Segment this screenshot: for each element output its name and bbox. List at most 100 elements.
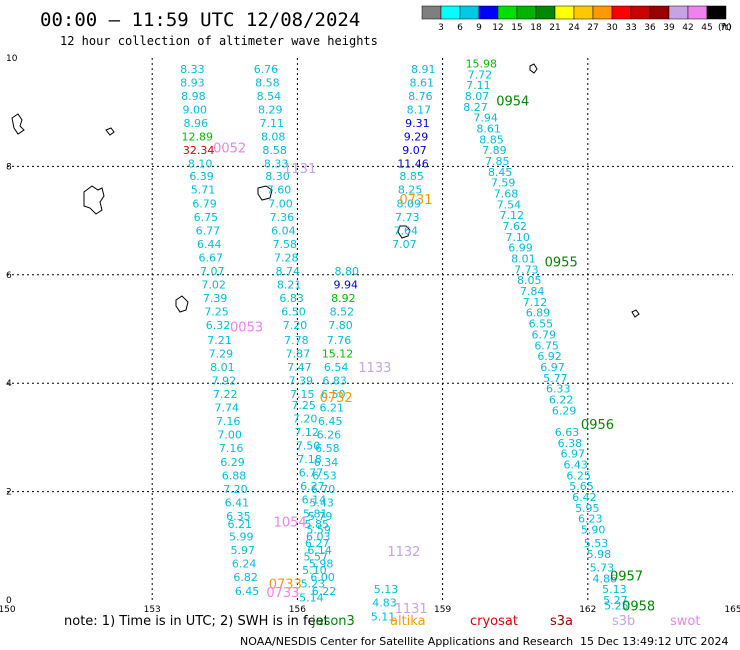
data-value-label: 8.58 [255,76,280,89]
data-value-label: 6.75 [194,211,219,224]
data-value-label: 7.47 [287,361,312,374]
data-value-label: 7.92 [212,374,237,387]
data-value-label: 5.53 [584,537,609,550]
data-value-label: 5.43 [309,496,334,509]
island-outline [83,185,105,215]
data-value-label: 6.29 [552,404,577,417]
data-value-label: 6.53 [312,469,337,482]
data-value-label: 7.73 [514,263,539,276]
data-value-label: 5.10 [302,564,327,577]
data-value-label: 5.79 [308,510,333,523]
y-tick-label: 4 [6,379,12,389]
colorbar-legend: 3 6 9 12 15 18 21 24 27 30 33 36 39 42 45 70(ft) [421,5,732,33]
colorbar-swatch [440,5,461,20]
x-tick-label: 150 [0,605,16,615]
data-value-label: 5.59 [306,524,331,537]
colorbar-label: 6 [457,23,463,33]
satellite-legend-item: jason3 [311,614,355,629]
data-value-label: 6.97 [540,361,565,374]
data-value-label: 9.00 [183,103,208,116]
data-value-label: 7.25 [204,306,229,319]
grid-lines [7,58,733,600]
data-value-label: 6.45 [235,585,260,598]
data-value-label: 9.94 [334,279,359,292]
colorbar-swatch [459,5,480,20]
y-tick-label: 10 [6,54,18,64]
colorbar-swatch [687,5,708,20]
chart-subtitle: 12 hour collection of altimeter wave hei… [60,34,378,48]
data-value-label: 7.28 [274,251,299,264]
data-value-label: 5.98 [309,558,334,571]
data-value-label: 11.46 [397,158,429,171]
data-value-label: 5.73 [590,561,615,574]
pass-id-label: 0733 [266,586,299,601]
data-value-label: 7.21 [207,334,232,347]
data-value-label: 6.50 [281,306,306,319]
data-value-label: 7.15 [290,388,315,401]
data-value-label: 9.29 [404,131,429,144]
data-value-label: 5.95 [575,502,600,515]
data-value-label: 6.21 [228,518,253,531]
data-value-label: 6.39 [189,170,214,183]
data-value-label: 7.07 [200,265,225,278]
pass-id-label: 0957 [610,570,643,585]
data-value-label: 6.27 [300,480,325,493]
land-outlines [11,63,640,318]
axis-ticks: 150 153 156 159 162 165 0 2 4 6 8 10 [0,54,740,615]
colorbar-label: 12 [492,23,503,33]
data-value-label: 6.43 [563,459,588,472]
data-value-label: 8.92 [331,292,356,305]
data-value-label: 7.87 [286,347,311,360]
data-value-label: 8.58 [262,144,287,157]
pass-id-label: 0955 [545,255,578,270]
data-value-label: 8.21 [277,279,302,292]
colorbar-swatch [592,5,613,20]
data-value-label: 9.07 [402,144,427,157]
data-value-label: 7.50 [296,440,321,453]
data-value-label: 7.16 [216,415,241,428]
data-value-label: 5.99 [229,531,254,544]
island-outline [529,63,538,74]
colorbar-swatch [668,5,689,20]
data-value-label: 8.98 [181,90,206,103]
data-value-label: 8.30 [265,170,290,183]
colorbar-swatch [630,5,651,20]
data-value-label: 7.18 [297,453,322,466]
data-value-label: 6.99 [508,242,533,255]
data-value-label: 8.61 [476,122,501,135]
data-value-label: 7.39 [289,374,314,387]
data-value-label: 8.91 [411,63,436,76]
data-value-label: 6.77 [299,467,324,480]
colorbar-swatch [478,5,499,20]
pass-id-label: 1054 [274,515,307,530]
data-value-label: 5.97 [230,544,255,557]
data-value-label: 6.88 [222,469,247,482]
data-value-label: 7.84 [520,285,545,298]
data-value-label: 5.57 [304,551,329,564]
colorbar-label: 21 [549,23,560,33]
data-value-label: 6.79 [192,197,217,210]
data-value-label: 7.54 [497,198,522,211]
pass-id-label: 0733 [269,578,302,593]
data-value-label: 5.23 [301,578,326,591]
data-value-label: 5.77 [543,372,568,385]
data-value-label: 6.04 [271,224,296,237]
data-value-label: 6.76 [254,63,279,76]
colorbar-label: 9 [476,23,482,33]
data-value-label: 7.20 [283,319,308,332]
satellite-legend: jason3 altika cryosat s3a s3b swot [311,614,700,629]
data-value-label: 8.85 [399,170,424,183]
data-value-label: 6.44 [197,238,222,251]
data-value-label: 6.22 [312,585,337,598]
colorbar-label: 36 [644,23,656,33]
data-value-label: 7.94 [473,112,498,125]
data-value-label: 8.74 [275,265,300,278]
data-value-label: 6.58 [315,442,340,455]
data-value-label: 6.55 [529,318,554,331]
data-value-label: 6.27 [305,537,330,550]
data-value-label: 6.29 [220,456,245,469]
pass-id-label: 0732 [320,391,353,406]
data-value-label: 7.76 [327,334,352,347]
data-value-label: 7.62 [502,220,527,233]
